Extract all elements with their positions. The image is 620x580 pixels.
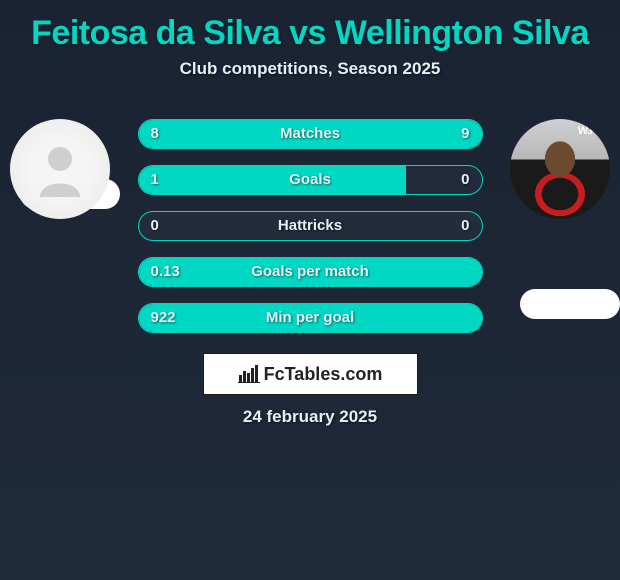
page-title: Feitosa da Silva vs Wellington Silva xyxy=(0,0,620,59)
player-right-flag xyxy=(520,289,620,319)
stat-row-matches: 8 Matches 9 xyxy=(138,119,483,149)
stat-label: Goals xyxy=(139,166,482,193)
stats-list: 8 Matches 9 1 Goals 0 0 Hattricks 0 0.13… xyxy=(138,119,483,333)
stat-value-right: 9 xyxy=(461,120,469,147)
player-right-avatar: W.FL xyxy=(510,119,610,219)
stat-label: Matches xyxy=(139,120,482,147)
brand-badge: FcTables.com xyxy=(203,353,418,395)
comparison-panel: W.FL 8 Matches 9 1 Goals 0 0 Hattricks 0 xyxy=(0,119,620,427)
stat-row-min-per-goal: 922 Min per goal xyxy=(138,303,483,333)
brand-text: FcTables.com xyxy=(264,364,383,385)
placeholder-silhouette-icon xyxy=(30,139,90,199)
player-left-avatar xyxy=(10,119,110,219)
stat-value-right: 0 xyxy=(461,212,469,239)
bar-chart-icon xyxy=(238,365,260,383)
subtitle: Club competitions, Season 2025 xyxy=(0,59,620,79)
stat-label: Goals per match xyxy=(139,258,482,285)
date-label: 24 february 2025 xyxy=(10,407,610,427)
stat-row-goals-per-match: 0.13 Goals per match xyxy=(138,257,483,287)
stat-label: Min per goal xyxy=(139,304,482,331)
stat-row-goals: 1 Goals 0 xyxy=(138,165,483,195)
stat-row-hattricks: 0 Hattricks 0 xyxy=(138,211,483,241)
stat-value-right: 0 xyxy=(461,166,469,193)
avatar-badge-text: W.FL xyxy=(578,125,602,137)
stat-label: Hattricks xyxy=(139,212,482,239)
